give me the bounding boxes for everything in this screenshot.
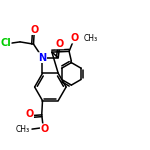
Text: Cl: Cl xyxy=(0,38,11,48)
Text: O: O xyxy=(70,33,78,43)
Text: O: O xyxy=(30,25,38,35)
Text: O: O xyxy=(40,124,49,134)
Text: CH₃: CH₃ xyxy=(16,125,30,134)
Text: N: N xyxy=(38,53,46,63)
Text: O: O xyxy=(56,39,64,49)
Text: CH₃: CH₃ xyxy=(83,33,98,42)
Text: O: O xyxy=(25,109,34,119)
